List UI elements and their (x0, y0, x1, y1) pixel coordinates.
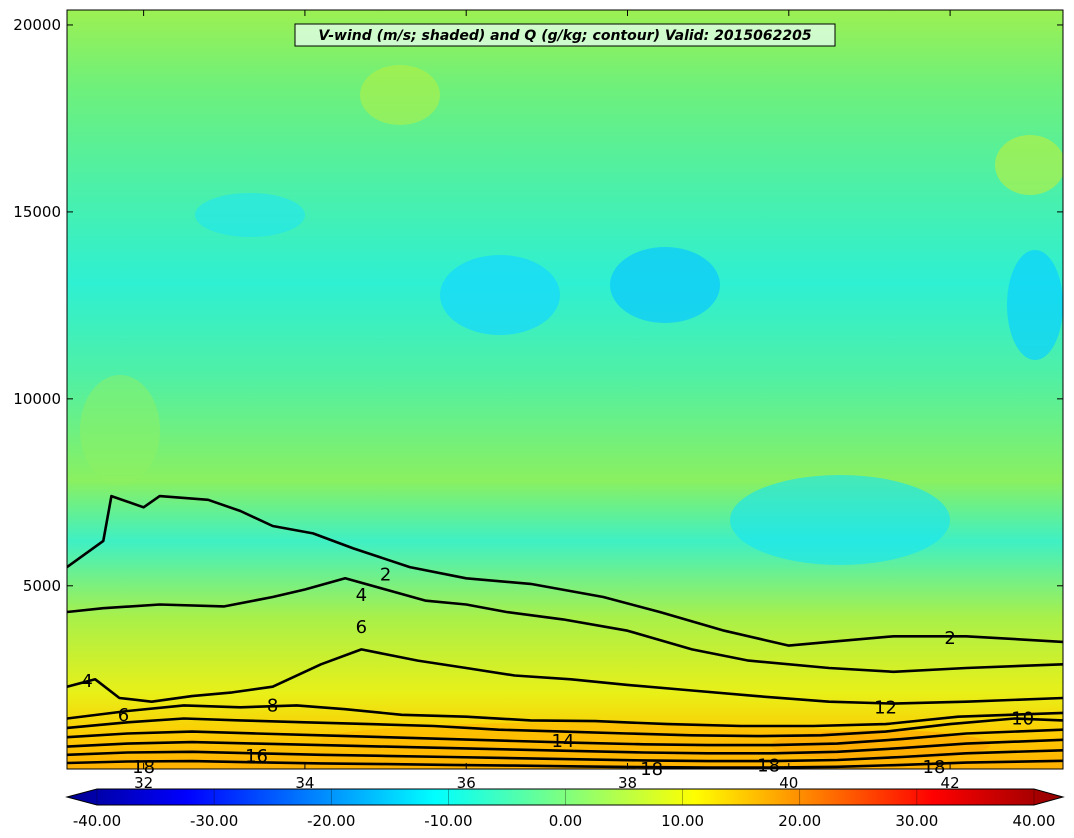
contour-line-q6 (67, 648, 1063, 705)
contour-layer (67, 494, 1063, 769)
y-tick-label: 10000 (13, 390, 61, 408)
x-tick-label: 34 (295, 774, 314, 792)
field-blob (360, 65, 440, 125)
chart-title-box: V-wind (m/s; shaded) and Q (g/kg; contou… (294, 23, 836, 47)
field-blob (80, 375, 160, 485)
colorbar-tick-label: 0.00 (549, 812, 582, 830)
contour-line-q10 (67, 717, 1063, 738)
contour-line-q2 (67, 494, 1063, 647)
colorbar-tick-label: -20.00 (307, 812, 355, 830)
contour-label: 6 (356, 617, 367, 638)
x-tick-label: 40 (779, 774, 798, 792)
contour-label: 2 (380, 565, 391, 586)
contour-label: 10 (1011, 709, 1034, 730)
contour-line-q16 (67, 749, 1063, 763)
colorbar-tick-label: -30.00 (190, 812, 238, 830)
x-tick-label: 38 (618, 774, 637, 792)
y-tick-label: 15000 (13, 203, 61, 221)
colorbar-tick-label: -10.00 (424, 812, 472, 830)
colorbar-tick-label: -40.00 (73, 812, 121, 830)
colorbar-tick-label: 10.00 (661, 812, 704, 830)
y-axis: 5000 10000 15000 20000 (13, 16, 1063, 595)
field-blob (1007, 250, 1063, 360)
colorbar-tick-label: 20.00 (778, 812, 821, 830)
x-tick-label: 32 (134, 774, 153, 792)
contour-label: 4 (81, 671, 92, 692)
y-tick-label: 20000 (13, 16, 61, 34)
field-blob (995, 135, 1063, 195)
x-axis: 32 34 36 38 40 42 (134, 10, 960, 792)
contour-label: 2 (944, 628, 955, 649)
field-blob (440, 255, 560, 335)
contour-label: 18 (923, 757, 946, 778)
contour-label: 16 (245, 746, 268, 767)
contour-label: 18 (757, 755, 780, 776)
colorbar-ticks: -40.00 -30.00 -20.00 -10.00 0.00 10.00 20.00 30… (73, 789, 1056, 830)
colorbar-body (65, 788, 1065, 806)
field-blob (195, 193, 305, 237)
y-tick-label: 5000 (23, 577, 61, 595)
colorbar-tick-label: 40.00 (1013, 812, 1056, 830)
x-tick-label: 42 (941, 774, 960, 792)
contour-line-q12 (67, 728, 1063, 747)
plot-frame (66, 9, 1064, 770)
field-blobs (80, 65, 1063, 760)
chart-title: V-wind (m/s; shaded) and Q (g/kg; contou… (318, 28, 811, 44)
colorbar: -40.00 -30.00 -20.00 -10.00 0.00 10.00 20.00 30… (65, 788, 1065, 830)
x-tick-label: 36 (457, 774, 476, 792)
colorbar-tick-label: 30.00 (895, 812, 938, 830)
contour-label: 6 (118, 705, 129, 726)
contour-line-q4 (67, 577, 1063, 674)
contour-line-q8 (67, 704, 1063, 728)
contour-line-q14 (67, 738, 1063, 755)
contour-line-q18 (67, 759, 1063, 769)
contour-label: 4 (356, 585, 367, 606)
field-blob (610, 247, 720, 323)
contour-label: 12 (874, 697, 897, 718)
contour-label: 8 (267, 695, 278, 716)
field-blob (730, 475, 950, 565)
contour-label: 14 (552, 731, 575, 752)
shaded-field (67, 10, 1063, 769)
title-background (294, 23, 836, 47)
